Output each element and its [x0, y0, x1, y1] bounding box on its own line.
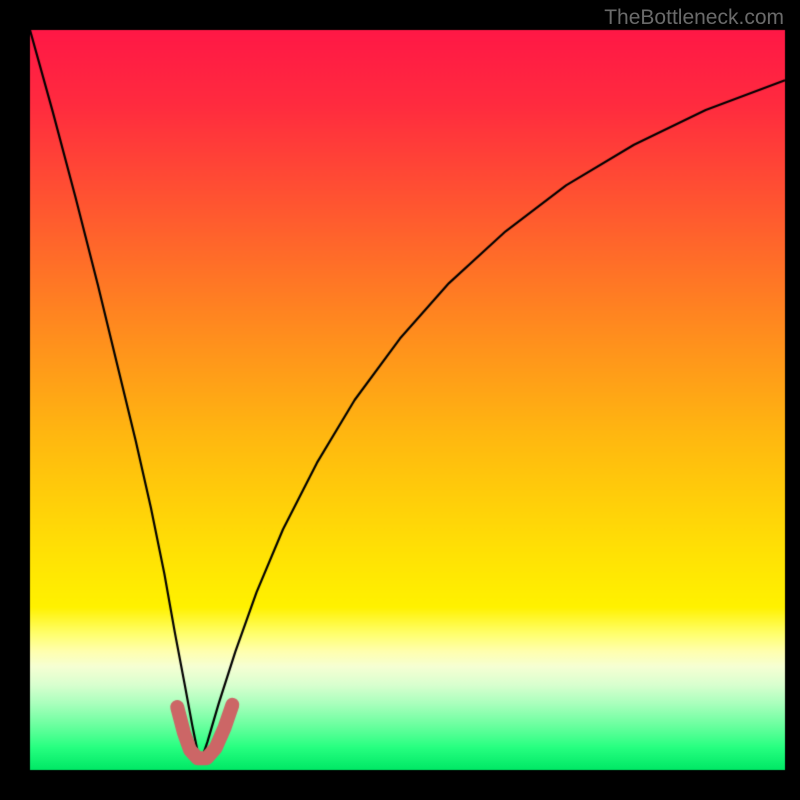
- bottleneck-curve-chart: [0, 0, 800, 800]
- watermark-text: TheBottleneck.com: [604, 6, 784, 30]
